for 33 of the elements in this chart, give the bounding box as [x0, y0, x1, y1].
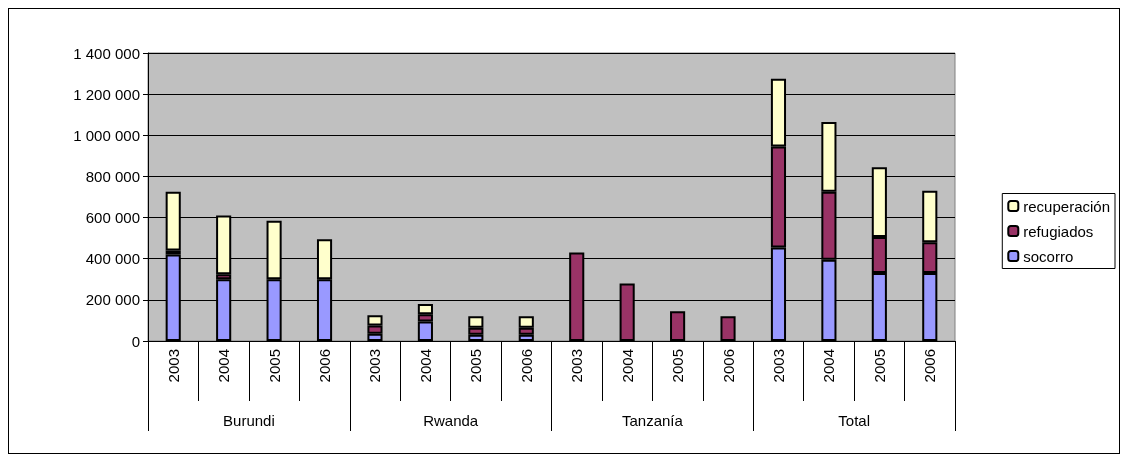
text: Tanzanía: [621, 412, 684, 429]
bar: [720, 316, 736, 341]
y-tick-label: 1 400 000: [73, 44, 140, 62]
x-tick-label: 2003: [769, 349, 787, 383]
x-tick-label: 2006: [316, 349, 334, 383]
y-tick-label: 600 000: [85, 209, 140, 227]
x-tick-label: 2005: [467, 349, 485, 383]
x-tick-label: 2004: [618, 349, 636, 383]
x-tick-label: 2005: [870, 349, 888, 383]
x-tick-label: 2006: [921, 349, 939, 383]
y-tick-label: 0: [131, 332, 140, 350]
y-tick-label: 800 000: [85, 167, 140, 185]
legend-label: socorro: [1023, 247, 1074, 265]
bar: [670, 311, 686, 341]
x-tick-label: 2006: [517, 349, 535, 383]
text: Burundi: [223, 412, 275, 429]
x-tick-label: 2003: [568, 349, 586, 383]
x-tick-label: 2003: [164, 349, 182, 383]
y-tick-label: 200 000: [85, 291, 140, 309]
x-tick-label: 2005: [669, 349, 687, 383]
text: Rwanda: [423, 412, 479, 429]
x-tick-label: 2006: [719, 349, 737, 383]
x-tick-label: 2005: [265, 349, 283, 383]
text: Total: [838, 412, 871, 429]
y-tick-label: 1 000 000: [73, 126, 140, 144]
x-tick-label: 2003: [366, 349, 384, 383]
x-tick-label: 2004: [215, 349, 233, 383]
x-tick-label: 2004: [820, 349, 838, 383]
y-tick-label: 1 200 000: [73, 85, 140, 103]
x-tick-label: 2004: [416, 349, 434, 383]
legend-label: refugiados: [1023, 222, 1094, 240]
y-tick-label: 400 000: [85, 250, 140, 268]
legend-label: recuperación: [1023, 197, 1110, 215]
